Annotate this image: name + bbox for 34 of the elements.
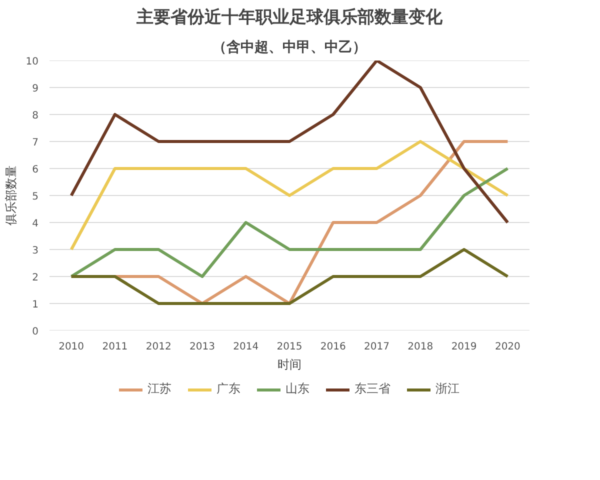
legend-label: 浙江 [436,380,460,398]
x-tick-label: 2010 [58,342,84,352]
chart-subtitle: （含中超、中甲、中乙） [212,40,366,56]
legend-label: 江苏 [148,380,172,398]
y-tick-label: 10 [26,56,39,68]
y-tick-label: 4 [32,218,39,230]
line-series [70,167,510,278]
y-tick-label: 9 [32,84,39,94]
y-tick-label: 7 [32,138,39,148]
x-tick-label: 2012 [146,342,172,352]
legend-label: 山东 [286,380,310,398]
x-tick-label: 2019 [451,342,477,352]
line-series [70,60,510,224]
x-axis-title: 时间 [278,358,302,372]
x-tick-label: 2015 [276,342,302,352]
line-series [70,140,510,251]
x-tick-label: 2011 [102,342,128,352]
y-tick-label: 0 [32,326,39,338]
y-tick-label: 5 [32,192,39,202]
x-tick-label: 2020 [494,342,520,352]
y-tick-label: 2 [32,272,39,284]
legend-label: 广东 [216,380,240,398]
y-tick-label: 6 [32,164,39,176]
x-tick-label: 2016 [320,342,346,352]
x-tick-label: 2014 [233,342,259,352]
x-tick-label: 2018 [408,342,434,352]
chart-title: 主要省份近十年职业足球俱乐部数量变化 [136,8,444,28]
y-tick-label: 1 [32,300,39,310]
x-tick-label: 2013 [190,342,215,352]
x-tick-label: 2017 [364,342,390,352]
y-tick-label: 8 [32,110,39,122]
legend-label: 东三省 [354,380,390,398]
y-tick-label: 3 [32,246,39,256]
y-axis-title: 俱乐部数量 [4,166,18,226]
